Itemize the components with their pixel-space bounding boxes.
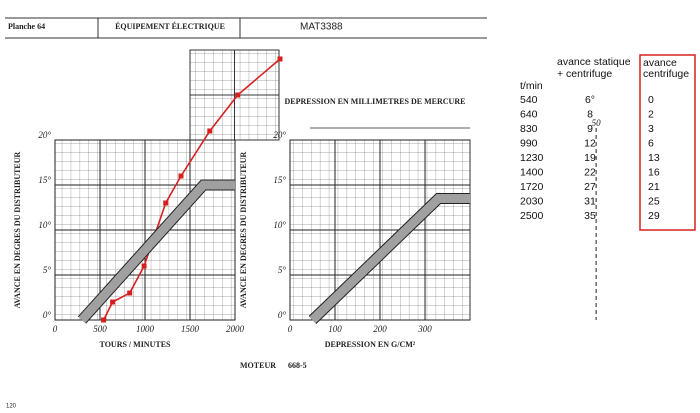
y-tick-label: 0° (278, 310, 287, 320)
table-cell: 0 (648, 94, 654, 106)
section: ÉQUIPEMENT ÉLECTRIQUE (115, 21, 225, 31)
column-header: centrifuge (643, 68, 689, 80)
x-tick-label: 0 (53, 324, 58, 334)
table-cell: 6° (585, 94, 595, 106)
point (127, 290, 133, 296)
table-cell: 16 (648, 166, 660, 178)
engine-label: MOTEUR (240, 361, 276, 370)
page-number: 120 (6, 404, 17, 410)
x-tick-label: 200 (373, 324, 387, 334)
y-tick-label: 20° (38, 130, 51, 140)
point (101, 317, 107, 323)
column-header: t/min (520, 80, 543, 92)
y-tick-label: 15° (38, 175, 51, 185)
x2-tick-label: 50 (592, 118, 602, 128)
reference: MAT3388 (300, 22, 343, 33)
column-header: avance (643, 57, 677, 69)
y-axis-label: AVANCE EN DEGRES DU DISTRIBUTEUR (13, 151, 22, 308)
x-tick-label: 100 (328, 324, 342, 334)
axis-title: DEPRESSION EN MILLIMETRES DE MERCURE (285, 97, 466, 106)
x-tick-label: 1500 (181, 324, 200, 334)
point (178, 173, 184, 179)
x-axis-label: TOURS / MINUTES (100, 340, 172, 349)
y-tick-label: 10° (38, 220, 51, 230)
table-cell: 21 (648, 181, 660, 193)
column-header: + centrifuge (557, 68, 612, 80)
x-tick-label: 300 (417, 324, 432, 334)
table-cell: 2 (648, 108, 654, 120)
table-cell: 1720 (520, 181, 544, 193)
table-cell: 8 (587, 108, 593, 120)
engine: 668-5 (288, 361, 307, 370)
y-tick-label: 5° (43, 265, 52, 275)
table-cell: 9 (587, 123, 593, 135)
table-cell: 2030 (520, 195, 544, 207)
point (235, 92, 241, 98)
table: avance statique + centrifuge t/min avanc… (520, 54, 696, 231)
x-tick-label: 0 (288, 324, 293, 334)
table-cell: 13 (648, 152, 660, 164)
highlight-box (639, 54, 696, 231)
y-tick-label: 20° (273, 130, 286, 140)
table-cell: 1400 (520, 166, 544, 178)
point (163, 200, 169, 206)
table-cell: 27 (584, 181, 596, 193)
table-cell: 6 (648, 137, 654, 149)
x-axis-label: DEPRESSION EN G/CM² (325, 340, 416, 349)
x-tick-label: 1000 (136, 324, 155, 334)
table-cell: 31 (584, 195, 596, 207)
header: Planche 64 ÉQUIPEMENT ÉLECTRIQUE MAT3388 (5, 17, 487, 39)
band (78, 180, 235, 324)
y-tick-label: 15° (273, 175, 286, 185)
table-cell: 1230 (520, 152, 544, 164)
y-tick-label: 5° (278, 265, 287, 275)
table-cell: 19 (584, 152, 596, 164)
table-cell: 29 (648, 210, 660, 222)
plate: Planche 64 (8, 22, 45, 31)
table-cell: 22 (584, 166, 596, 178)
x-tick-label: 500 (93, 324, 107, 334)
point (110, 299, 116, 305)
y-tick-label: 0° (43, 310, 52, 320)
table-cell: 990 (520, 137, 538, 149)
table-cell: 25 (648, 195, 660, 207)
table-cell: 830 (520, 123, 538, 135)
column-header: avance statique (557, 56, 631, 68)
x-tick-label: 2000 (226, 324, 245, 334)
band (309, 194, 470, 324)
y-tick-label: 10° (273, 220, 286, 230)
point (207, 128, 213, 134)
table-cell: 35 (584, 210, 596, 222)
table-cell: 540 (520, 94, 538, 106)
table-cell: 3 (648, 123, 654, 135)
point (141, 263, 147, 269)
y-axis-label: AVANCE EN DEGRES DU DISTRIBUTEUR (239, 151, 248, 308)
table-cell: 12 (584, 137, 596, 149)
table-cell: 640 (520, 108, 538, 120)
table-cell: 2500 (520, 210, 544, 222)
point (277, 56, 283, 62)
